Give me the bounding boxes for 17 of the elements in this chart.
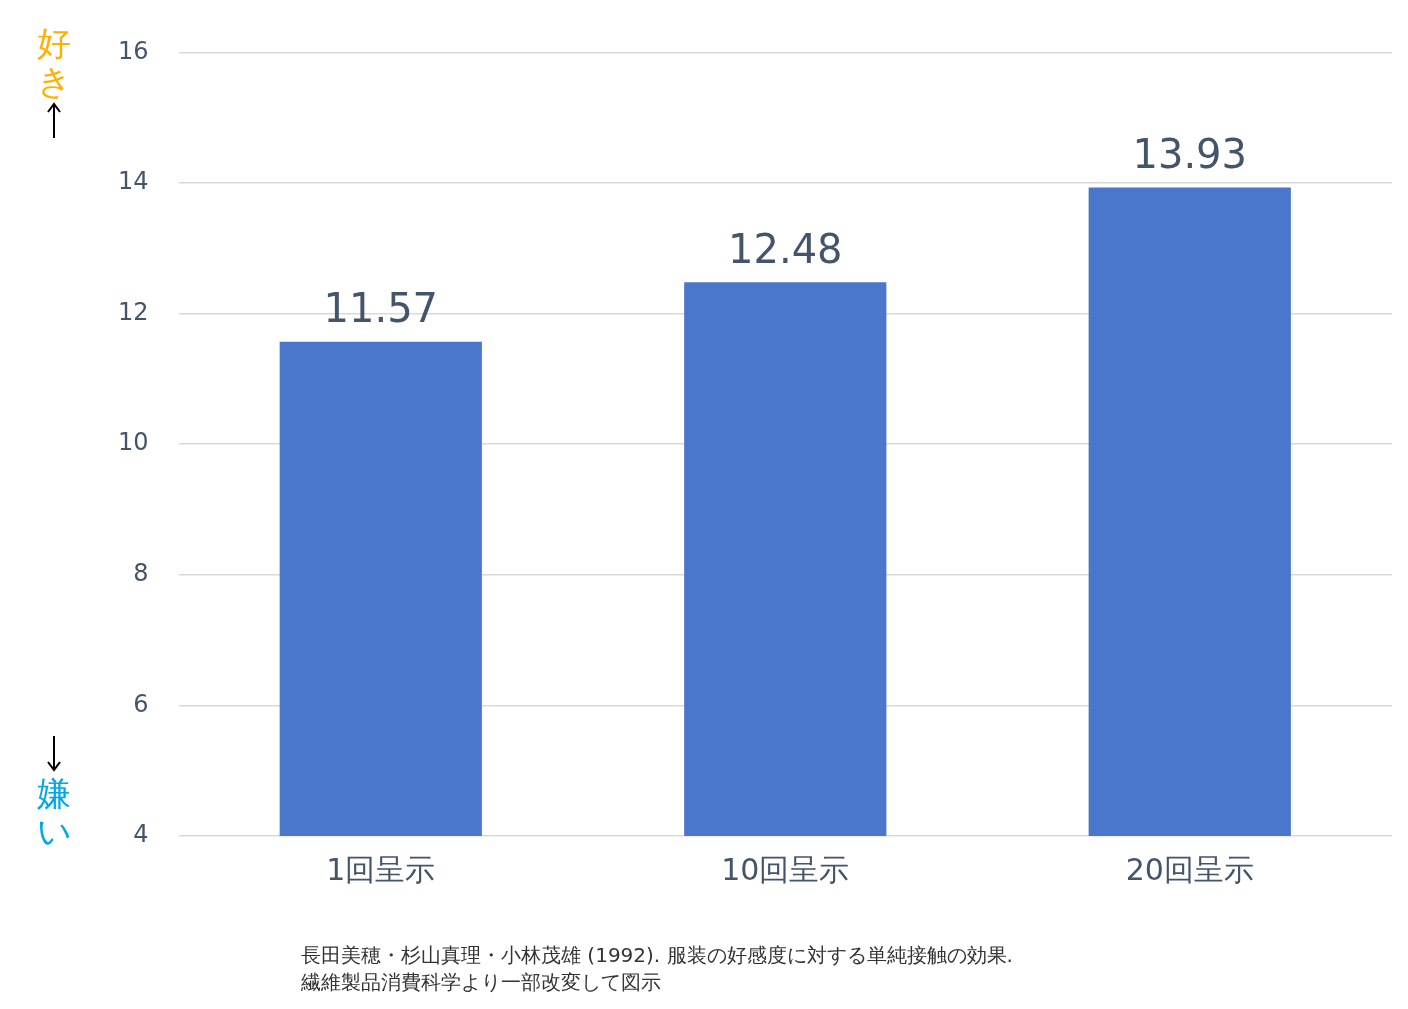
text: 嫌い (35, 773, 73, 851)
text: 繊維製品消費科学より一部改変して図示 (301, 969, 662, 996)
text: 長田美穂・杉山真理・小林茂雄 (1992). 服装の好感度に対する単純接触の効果. (301, 942, 1013, 969)
data-label: 13.93 (1132, 130, 1248, 177)
data-label: 12.48 (728, 225, 843, 272)
y-tick-label: 8 (133, 559, 149, 588)
y-tick-label: 12 (117, 297, 149, 326)
x-tick-label: 1回呈示 (326, 851, 436, 887)
y-tick-label: 4 (133, 820, 149, 849)
text: 好き (35, 23, 73, 101)
y-tick-label: 16 (117, 36, 149, 65)
data-label: 11.57 (323, 285, 439, 332)
x-tick-label: 20回呈示 (1125, 851, 1254, 887)
y-tick-label: 14 (117, 167, 149, 196)
x-tick-label: 10回呈示 (721, 851, 850, 887)
y-tick-label: 6 (133, 689, 149, 718)
y-tick-label: 10 (117, 428, 149, 457)
